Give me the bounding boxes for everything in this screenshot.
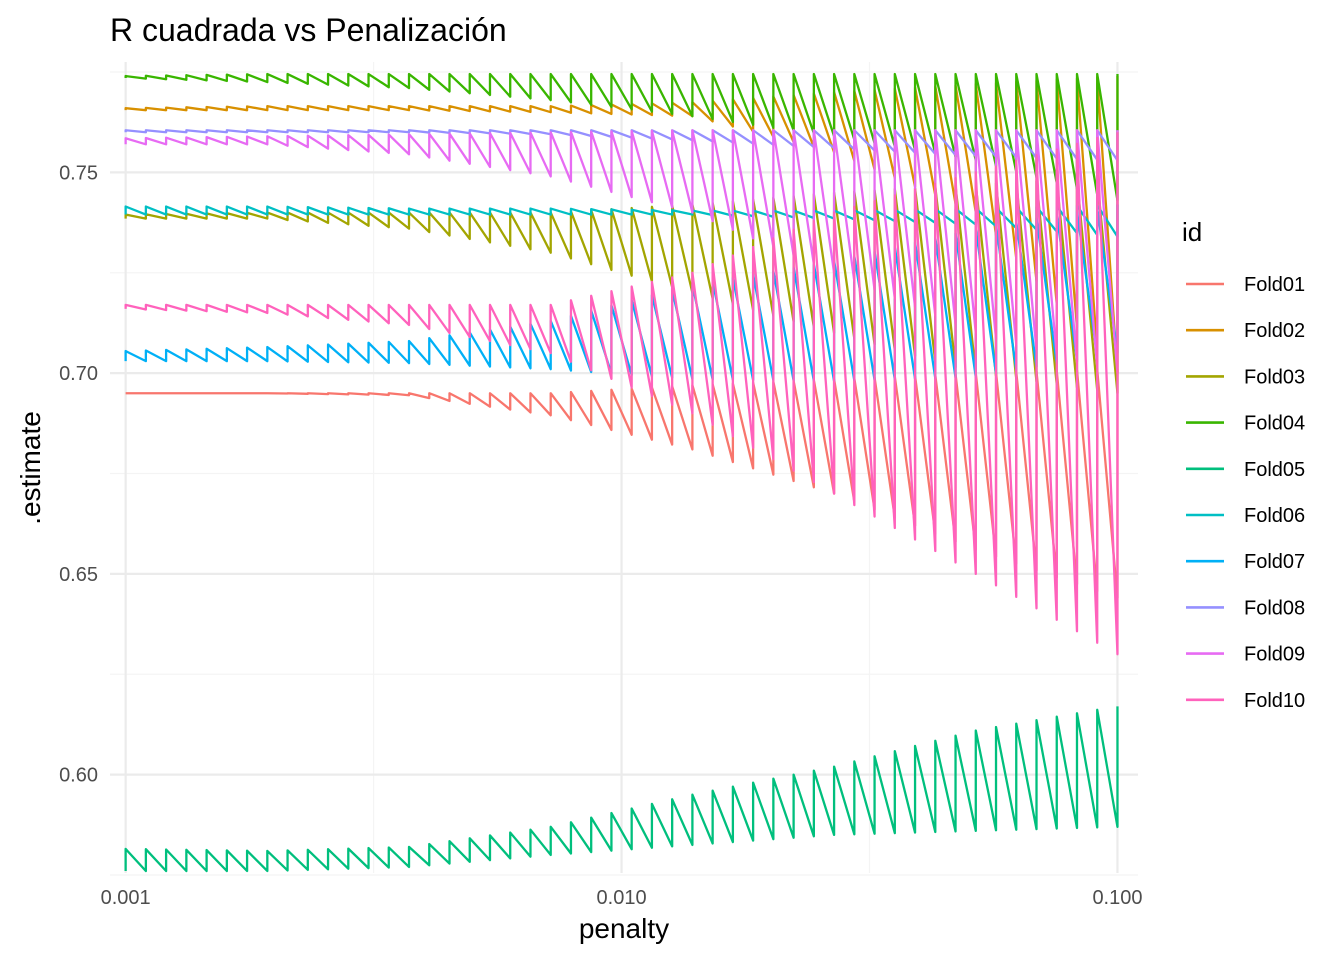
y-tick-label: 0.75	[59, 162, 98, 184]
grid	[110, 62, 1138, 876]
legend-label-fold10: Fold10	[1244, 690, 1305, 712]
legend-label-fold07: Fold07	[1244, 551, 1305, 573]
legend-label-fold02: Fold02	[1244, 320, 1305, 342]
x-tick-label: 0.100	[1092, 887, 1142, 909]
series-line-fold04	[124, 72, 1119, 202]
legend-label-fold01: Fold01	[1244, 274, 1305, 296]
legend-label-fold05: Fold05	[1244, 459, 1305, 481]
tick-labels: 0.60 0.65 0.70 0.75 0.001 0.010 0.100	[59, 162, 1142, 909]
y-tick-label: 0.70	[59, 363, 98, 385]
legend-label-fold06: Fold06	[1244, 505, 1305, 527]
y-axis-title: .estimate	[15, 411, 46, 525]
legend-title: id	[1182, 217, 1202, 247]
x-axis-title: penalty	[579, 913, 669, 944]
legend-label-fold09: Fold09	[1244, 644, 1305, 666]
series-line-fold10	[124, 132, 1119, 656]
x-tick-label: 0.001	[101, 887, 151, 909]
x-tick-label: 0.010	[597, 887, 647, 909]
legend-label-fold08: Fold08	[1244, 597, 1305, 619]
series-lines	[124, 72, 1119, 873]
chart-title: R cuadrada vs Penalización	[110, 12, 507, 48]
legend-label-fold04: Fold04	[1244, 413, 1305, 435]
legend: id Fold01 Fold02 Fold03 Fold04 Fold05 Fold06 F…	[1182, 217, 1305, 712]
y-tick-label: 0.65	[59, 564, 98, 586]
series-line-fold05	[124, 706, 1119, 873]
y-tick-label: 0.60	[59, 765, 98, 787]
legend-label-fold03: Fold03	[1244, 366, 1305, 388]
